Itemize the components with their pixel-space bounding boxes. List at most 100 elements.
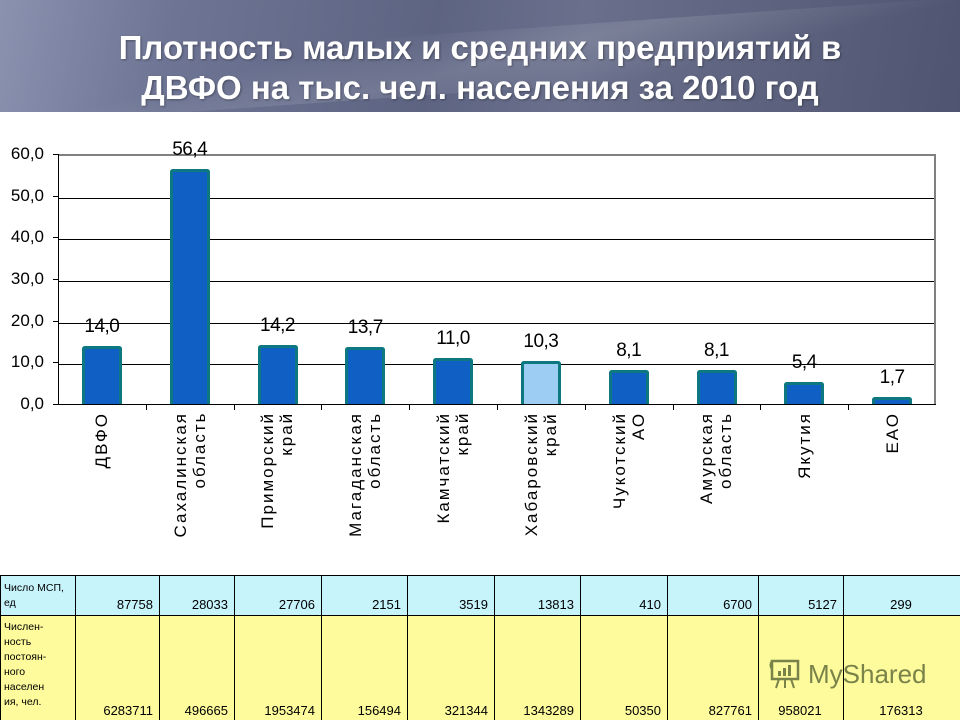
y-tick-mark [53, 237, 59, 239]
x-tick-mark [233, 404, 235, 410]
x-tick-mark [321, 404, 323, 410]
category-label-text: Сахалинская область [170, 412, 209, 538]
bar-value-label: 8,1 [616, 340, 642, 362]
bar-value-label: 5,4 [791, 351, 817, 373]
bar [872, 396, 913, 404]
table-cell: 6283711 [75, 615, 160, 720]
table-cell: 496665 [159, 615, 235, 720]
table-cell: 27706 [234, 575, 322, 616]
category-label-text: Хабаровский край [521, 412, 560, 537]
x-tick-mark [497, 404, 498, 410]
y-tick-mark [53, 362, 59, 364]
category-label: ЕАО [848, 412, 936, 562]
slide-title: Плотность малых и средних предприятий в … [0, 28, 960, 108]
table-cell: 5127 [758, 575, 844, 616]
bar-value-label: 1,7 [879, 366, 905, 388]
category-label: Камчатский край [409, 412, 497, 562]
presentation-board-icon [769, 659, 800, 689]
y-tick-mark [53, 279, 59, 280]
x-tick-mark [760, 404, 762, 410]
category-label: ДВФО [58, 412, 146, 562]
table-cell: 156494 [321, 615, 408, 720]
bar-value-label: 13,7 [347, 316, 383, 338]
table-cell: 2151 [321, 575, 408, 616]
category-label: Якутия [760, 412, 848, 562]
bar-value-label: 14,2 [260, 314, 295, 336]
category-label: Чукотский АО [585, 412, 673, 562]
y-tick-label: 60,0 [10, 144, 44, 163]
data-table: Число МСП, ед 87758 28033 27706 2151 3519 138… [0, 575, 960, 720]
gridline [58, 197, 934, 199]
plot-area [58, 154, 936, 404]
y-tick-mark [53, 195, 59, 197]
row-header-msp-count: Число МСП, ед [0, 575, 76, 616]
y-tick-mark [53, 404, 59, 405]
row-header-population: Числен-ность постоян-ного населен ия, чел. [0, 615, 76, 720]
x-tick-mark [145, 404, 147, 410]
row-header-line: населен [4, 681, 45, 693]
title-line-2: ДВФО на тыс. чел. населения за 2010 год [141, 69, 819, 106]
category-label-text: Магаданская область [346, 412, 385, 537]
x-tick-mark [848, 404, 850, 410]
bar [784, 381, 825, 404]
gridline [58, 281, 934, 282]
table-cell: 827761 [667, 615, 759, 720]
y-tick-label: 50,0 [10, 185, 44, 205]
title-line-1: Плотность малых и средних предприятий в [118, 29, 842, 66]
y-tick-mark [53, 154, 59, 155]
bar [696, 370, 737, 404]
row-header-line: ность [4, 636, 32, 648]
row-header-line: ного [4, 666, 26, 678]
gridline [58, 322, 934, 324]
y-tick-mark [53, 320, 59, 322]
bar-chart: 0,0 10,0 20,0 30,0 40,0 50,0 60,0 14,0 56,4 14,2… [0, 112, 960, 567]
bar [345, 346, 386, 404]
table-cell: 28033 [159, 575, 235, 616]
category-label: Приморский край [234, 412, 322, 562]
bar-value-label: 11,0 [436, 328, 470, 350]
table-cell: 321344 [407, 615, 495, 720]
table-cell: 13813 [494, 575, 581, 616]
watermark: MyShared [768, 656, 927, 692]
table-cell: 299 [843, 575, 960, 616]
category-label: Сахалинская область [146, 412, 234, 562]
bar [81, 345, 122, 404]
table-row-msp-count: Число МСП, ед 87758 28033 27706 2151 3519 138… [0, 575, 960, 616]
bar [257, 344, 298, 404]
watermark-text: MyShared [808, 658, 927, 689]
table-cell: 87758 [75, 575, 160, 616]
y-tick-label: 20,0 [10, 310, 44, 330]
category-label-text: ЕАО [882, 412, 902, 454]
y-tick-label: 30,0 [10, 269, 44, 288]
table-row-population: Числен-ность постоян-ного населен ия, чел. … [0, 615, 960, 720]
table-cell: 958021 [758, 615, 844, 720]
category-label-text: Чукотский АО [609, 412, 648, 510]
gridline [58, 239, 934, 241]
category-label-text: Приморский край [258, 412, 297, 529]
row-header-line: Числен- [4, 621, 44, 633]
category-label: Амурская область [673, 412, 761, 562]
bar [608, 370, 649, 404]
bar-value-label: 8,1 [704, 340, 729, 362]
bar [433, 358, 474, 404]
table-cell: 6700 [667, 575, 759, 616]
category-label-text: Камчатский край [434, 412, 473, 524]
bar [520, 361, 561, 404]
category-label-text: Якутия [794, 412, 814, 479]
gridline [58, 364, 934, 366]
x-tick-mark [672, 404, 674, 410]
bar [169, 169, 210, 404]
table-cell: 1953474 [234, 615, 322, 720]
y-tick-label: 10,0 [10, 352, 44, 372]
row-header-line: ия, чел. [4, 696, 42, 708]
table-cell: 3519 [407, 575, 495, 616]
category-label: Хабаровский край [497, 412, 585, 562]
row-header-line: постоян- [4, 651, 47, 663]
category-label: Магаданская область [321, 412, 409, 562]
table-cell: 176313 [843, 615, 960, 720]
slide-header: Плотность малых и средних предприятий в … [0, 0, 960, 112]
y-tick-label: 40,0 [10, 227, 44, 247]
bar-value-label: 14,0 [84, 315, 120, 337]
category-label-text: ДВФО [92, 412, 112, 469]
table-cell: 1343289 [494, 615, 581, 720]
